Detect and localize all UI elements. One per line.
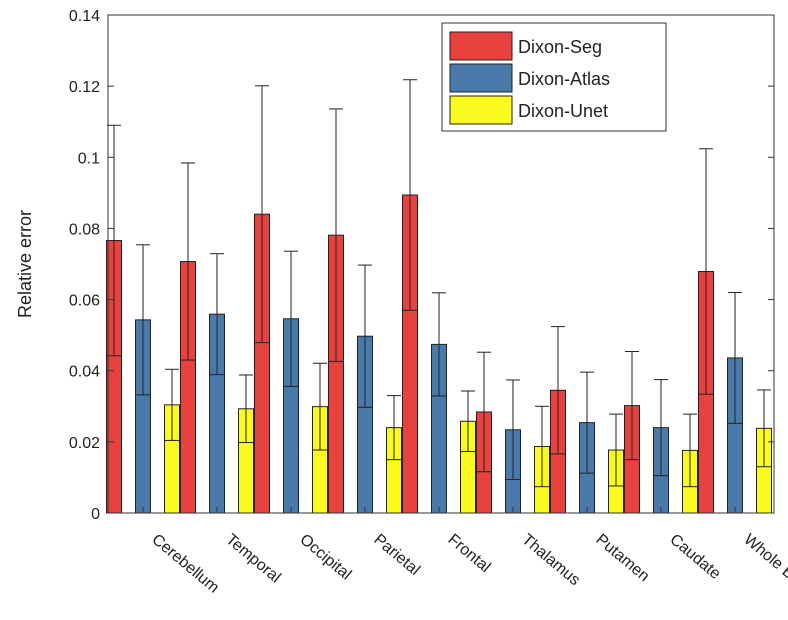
error-bars-layer	[107, 79, 771, 488]
x-tick-label-temporal: Temporal	[222, 531, 283, 586]
y-tick-label: 0.1	[78, 150, 100, 167]
x-tick-label-cerebellum: Cerebellum	[148, 531, 222, 597]
x-tick-label-thalamus: Thalamus	[518, 531, 583, 589]
x-tick-label-frontal: Frontal	[444, 531, 493, 576]
x-tick-label-occipital: Occipital	[296, 531, 354, 583]
legend-swatch-dixon-atlas	[449, 63, 513, 93]
y-tick-label: 0.12	[69, 79, 100, 96]
legend-label-dixon-unet: Dixon-Unet	[518, 101, 608, 121]
y-tick-label: 0.04	[69, 364, 100, 381]
x-tick-label-caudate: Caudate	[666, 531, 723, 583]
y-axis: 0 0.02 0.04 0.06 0.08 0.1 0.12 0.14	[69, 8, 774, 523]
x-tick-label-whole-brain: Whole Brain	[740, 531, 788, 600]
x-axis: Cerebellum Temporal Occipital Parietal Front…	[142, 507, 788, 600]
y-tick-label: 0.08	[69, 221, 100, 238]
x-tick-label-parietal: Parietal	[370, 531, 422, 579]
legend-swatch-dixon-seg	[449, 31, 513, 61]
y-tick-label: 0	[91, 506, 100, 523]
y-axis-title: Relative error	[15, 210, 35, 318]
legend-swatch-dixon-unet	[449, 95, 513, 125]
legend-label-dixon-atlas: Dixon-Atlas	[518, 69, 610, 89]
legend: Dixon-Seg Dixon-Atlas Dixon-Unet	[441, 22, 667, 132]
x-tick-label-putamen: Putamen	[592, 531, 652, 585]
y-tick-label: 0.06	[69, 293, 100, 310]
y-tick-label: 0.02	[69, 435, 100, 452]
legend-label-dixon-seg: Dixon-Seg	[518, 37, 602, 57]
plot-frame	[107, 14, 775, 514]
y-tick-label: 0.14	[69, 8, 100, 25]
